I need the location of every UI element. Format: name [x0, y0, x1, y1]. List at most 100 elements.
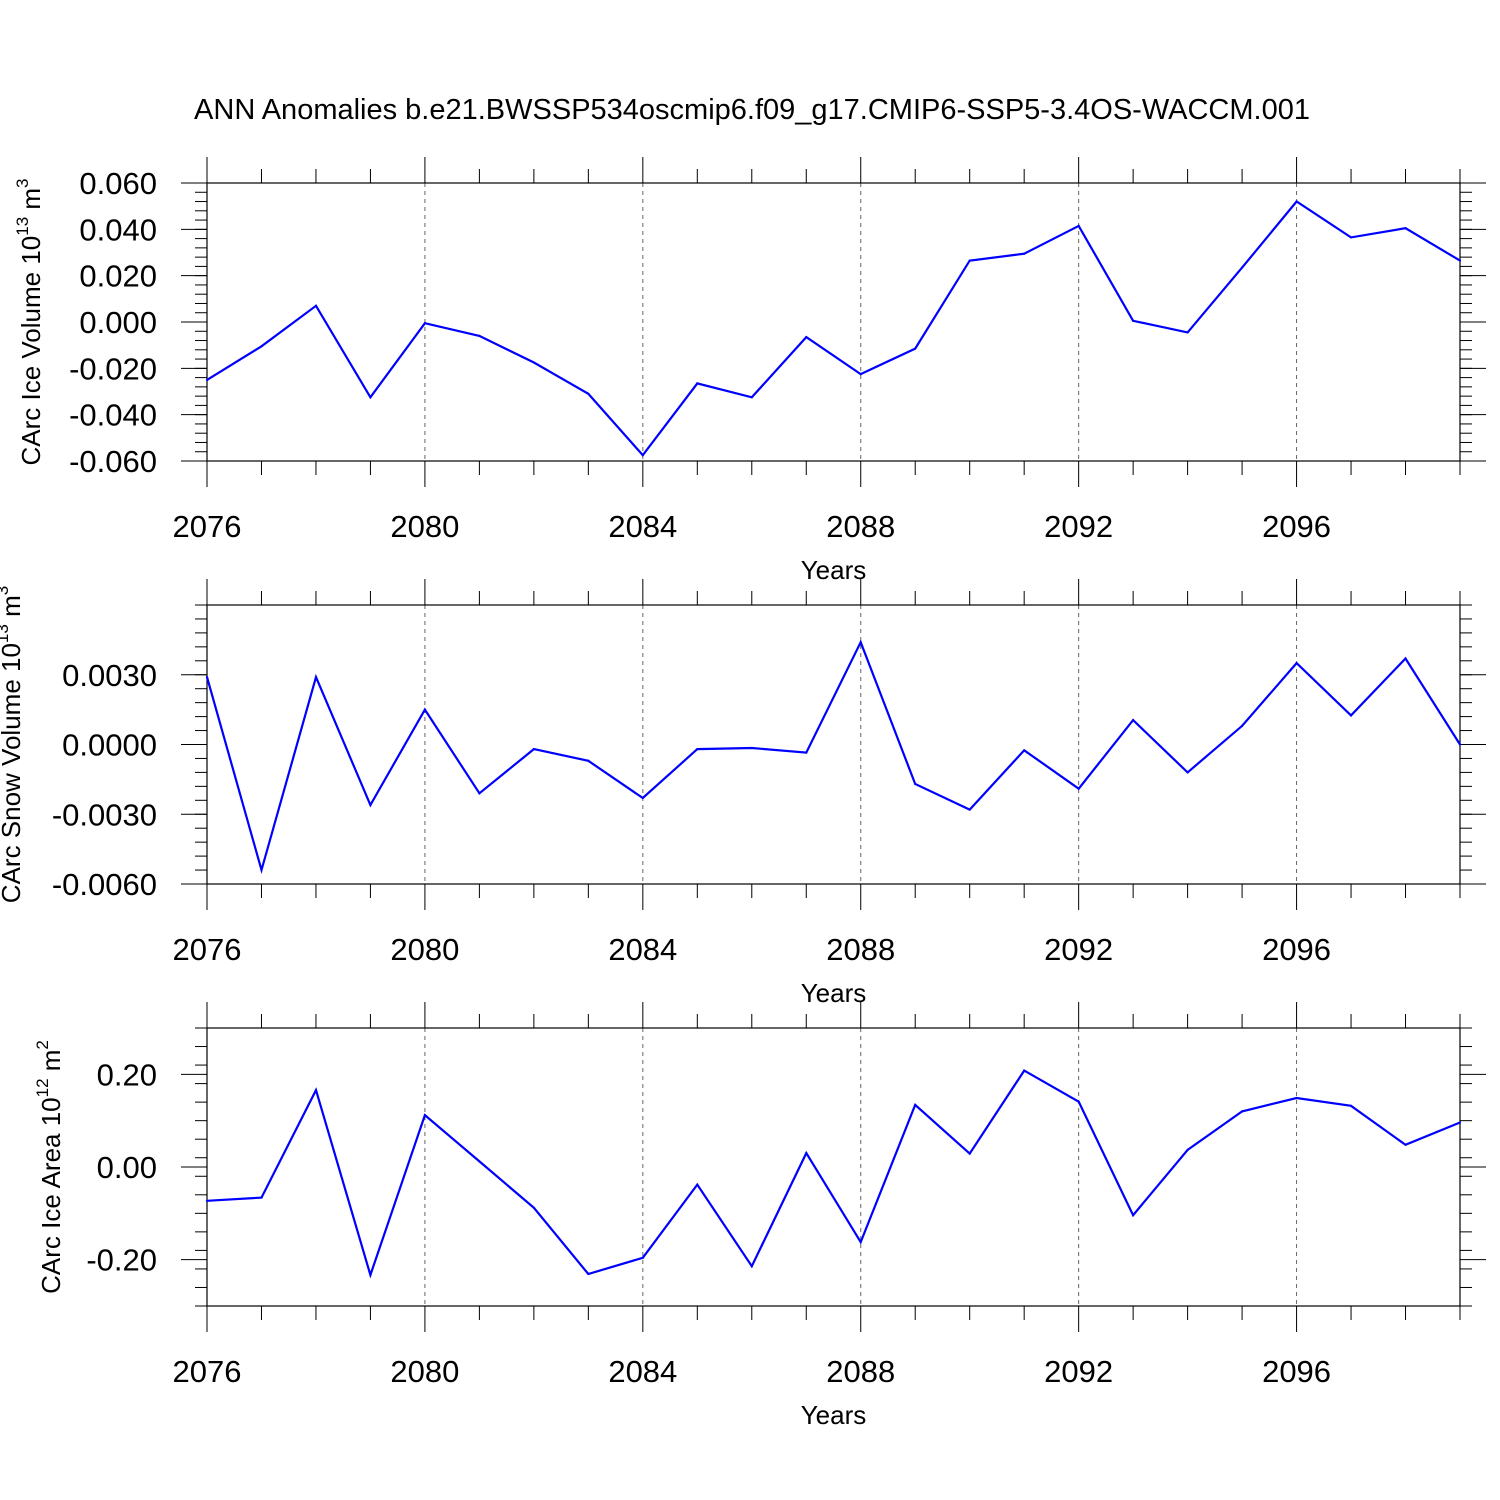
y-tick-label: 0.040	[79, 212, 157, 247]
data-point	[1295, 662, 1298, 665]
data-point	[1186, 1148, 1189, 1151]
data-point	[1240, 1110, 1244, 1113]
x-tick-label: 2092	[1044, 1354, 1113, 1389]
data-point	[260, 868, 263, 872]
x-tick-label: 2092	[1044, 932, 1113, 967]
data-point	[1349, 1104, 1353, 1107]
y-tick-label: -0.060	[69, 444, 157, 479]
data-point	[968, 259, 971, 262]
data-point	[1349, 236, 1353, 239]
data-point	[532, 748, 535, 751]
data-point	[423, 708, 427, 711]
data-point	[1458, 259, 1462, 262]
data-point	[369, 1273, 372, 1277]
x-tick-label: 2096	[1262, 1354, 1331, 1389]
data-point	[1186, 771, 1189, 774]
y-axis-label: CArc Snow Volume 1013 m3	[0, 586, 26, 903]
panels: -0.060 -0.040 -0.020 0.000 0.020 0.040 0.060 20…	[0, 157, 1486, 1430]
data-point	[750, 746, 753, 750]
x-tick-label: 2076	[173, 509, 242, 544]
x-tick-label: 2088	[826, 1354, 895, 1389]
y-tick-label: -0.0060	[52, 867, 157, 902]
data-point	[641, 454, 644, 457]
y-tick-label: -0.020	[69, 351, 157, 386]
data-point	[968, 808, 971, 811]
data-point	[914, 1103, 917, 1107]
data-point	[587, 392, 590, 395]
data-point	[914, 347, 917, 350]
data-point	[859, 1240, 862, 1244]
data-point	[260, 345, 263, 348]
data-point	[1404, 1143, 1407, 1146]
x-axis-label: Years	[801, 978, 867, 1008]
data-point	[587, 1272, 590, 1276]
y-axis-label: CArc Ice Area 1012 m2	[33, 1040, 66, 1294]
data-point	[587, 759, 590, 762]
data-point	[859, 373, 862, 376]
x-tick-label: 2084	[608, 509, 677, 544]
x-tick-label: 2096	[1262, 932, 1331, 967]
x-tick-label: 2088	[826, 932, 895, 967]
data-point	[314, 1088, 318, 1092]
data-point	[1132, 319, 1135, 322]
y-tick-label: 0.0030	[62, 658, 157, 693]
chart-panel-2: -0.0060 -0.0030 0.0000 0.0030 2076 2080 2084 20…	[0, 579, 1486, 1008]
x-tick-label: 2076	[173, 1354, 242, 1389]
plot-title: ANN Anomalies b.e21.BWSSP534oscmip6.f09_…	[194, 94, 1310, 126]
data-series-line	[206, 200, 1461, 457]
data-point	[914, 782, 917, 786]
data-point	[205, 675, 209, 679]
data-point	[1077, 224, 1080, 227]
data-point	[805, 335, 808, 339]
x-axis-label: Years	[801, 1400, 867, 1430]
data-point	[532, 361, 535, 364]
data-point	[532, 1206, 535, 1209]
data-point	[1077, 1100, 1080, 1103]
x-tick-label: 2076	[173, 932, 242, 967]
x-tick-label: 2096	[1262, 509, 1331, 544]
data-point	[805, 751, 808, 754]
chart-panel-1: -0.060 -0.040 -0.020 0.000 0.020 0.040 0.060 20…	[13, 157, 1486, 585]
data-point	[1186, 331, 1189, 334]
data-point	[641, 1256, 644, 1259]
x-tick-label: 2084	[608, 932, 677, 967]
y-tick-label: 0.20	[97, 1057, 157, 1092]
data-point	[1295, 1096, 1298, 1100]
data-point	[205, 378, 209, 382]
data-point	[260, 1196, 263, 1199]
data-point	[1240, 724, 1244, 728]
data-point	[1240, 266, 1244, 269]
chart-panel-3: -0.20 0.00 0.20 2076 2080 2084 2088 2092 2096 Yea…	[33, 1002, 1486, 1430]
data-point	[1404, 657, 1407, 660]
data-point	[423, 1114, 427, 1117]
data-point	[478, 334, 481, 337]
plot-frame	[206, 1027, 1461, 1307]
plot-frame	[206, 604, 1461, 885]
data-point	[1404, 227, 1407, 230]
x-tick-label: 2084	[608, 1354, 677, 1389]
x-tick-label: 2080	[390, 509, 459, 544]
x-tick-label: 2080	[390, 932, 459, 967]
data-series-line	[205, 639, 1461, 875]
x-tick-label: 2088	[826, 509, 895, 544]
data-point	[696, 382, 699, 385]
data-point	[641, 796, 644, 800]
y-tick-label: 0.020	[79, 259, 157, 294]
data-point	[1023, 252, 1026, 255]
data-point	[750, 1265, 753, 1268]
data-point	[1132, 718, 1135, 722]
data-point	[1023, 1069, 1026, 1072]
data-point	[478, 792, 481, 795]
data-point	[314, 675, 318, 679]
data-point	[314, 304, 318, 307]
data-point	[1458, 743, 1462, 746]
data-point	[369, 803, 372, 807]
data-point	[1458, 1121, 1462, 1124]
y-tick-label: 0.000	[79, 305, 157, 340]
y-tick-label: 0.00	[97, 1150, 157, 1185]
data-point	[696, 748, 699, 751]
x-tick-label: 2080	[390, 1354, 459, 1389]
data-point	[423, 322, 427, 325]
y-tick-label: -0.0030	[52, 797, 157, 832]
